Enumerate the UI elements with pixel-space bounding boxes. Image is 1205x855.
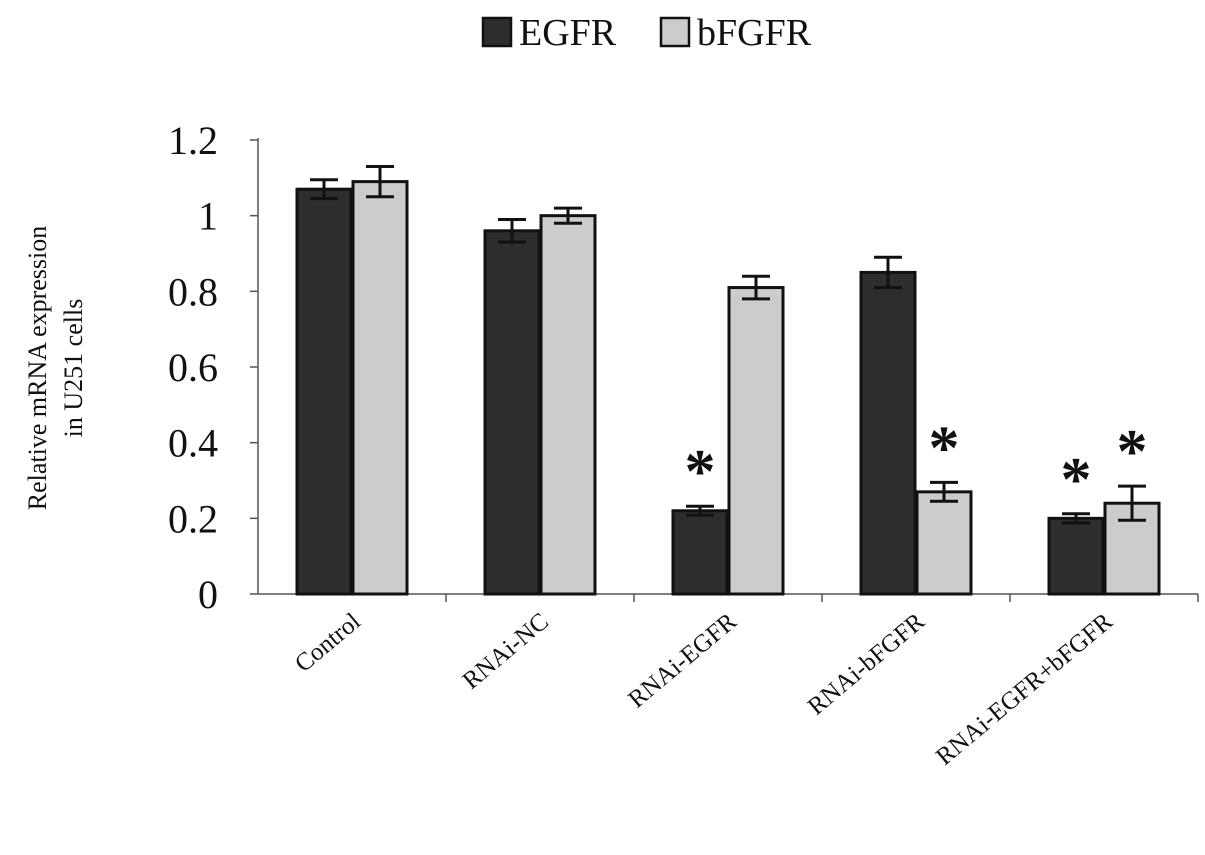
legend-label-egfr: EGFR [519,12,617,54]
bar-bfgfr-0 [351,180,409,596]
legend-swatch-bfgfr [659,16,691,48]
y-axis-title: Relative mRNA expression in U251 cells [23,226,88,511]
legend-swatch-egfr [481,16,513,48]
bar-egfr-1 [483,229,541,596]
legend: EGFR bFGFR [481,12,812,54]
bar-egfr-3 [859,270,917,596]
x-tick-labels: Control RNAi-NC RNAi-EGFR RNAi-bFGFR RNAi-EG… [290,608,1118,771]
bar-egfr-0 [295,187,353,596]
bar-bfgfr-3 [915,490,973,596]
bar-bfgfr-1 [539,214,597,596]
significance-star: * [929,414,960,482]
y-tick-label: 0.4 [168,421,218,466]
x-tick-label: RNAi-bFGFR [803,608,930,721]
significance-star: * [1061,446,1092,514]
bars-layer [295,180,1161,596]
bar-egfr-2 [671,509,729,596]
y-axis-label-line: Relative mRNA expression [23,226,52,511]
y-tick-label: 1 [198,194,218,239]
legend-label-bfgfr: bFGFR [697,12,812,54]
y-axis-label: Relative mRNA expression in U251 cells [23,226,88,511]
x-tick-label: RNAi-EGFR+bFGFR [931,608,1118,771]
bar-bfgfr-2 [727,286,785,596]
y-tick-label: 0 [198,572,218,617]
significance-layer: * * * * [685,414,1148,513]
significance-star: * [685,438,716,506]
error-bars-layer [310,164,1146,525]
x-tick-label: Control [290,608,366,678]
y-axis-label-line: in U251 cells [59,299,88,438]
y-tick-label: 0.2 [168,496,218,541]
significance-star: * [1117,418,1148,486]
bar-egfr-4 [1047,516,1105,596]
y-tick-label: 0.8 [168,269,218,314]
x-tick-label: RNAi-EGFR [623,608,742,714]
x-tick-label: RNAi-NC [458,608,554,695]
axes: 0 0.2 0.4 0.6 0.8 1 1.2 [168,118,1199,617]
y-tick-label: 0.6 [168,345,218,390]
y-tick-label: 1.2 [168,118,218,163]
